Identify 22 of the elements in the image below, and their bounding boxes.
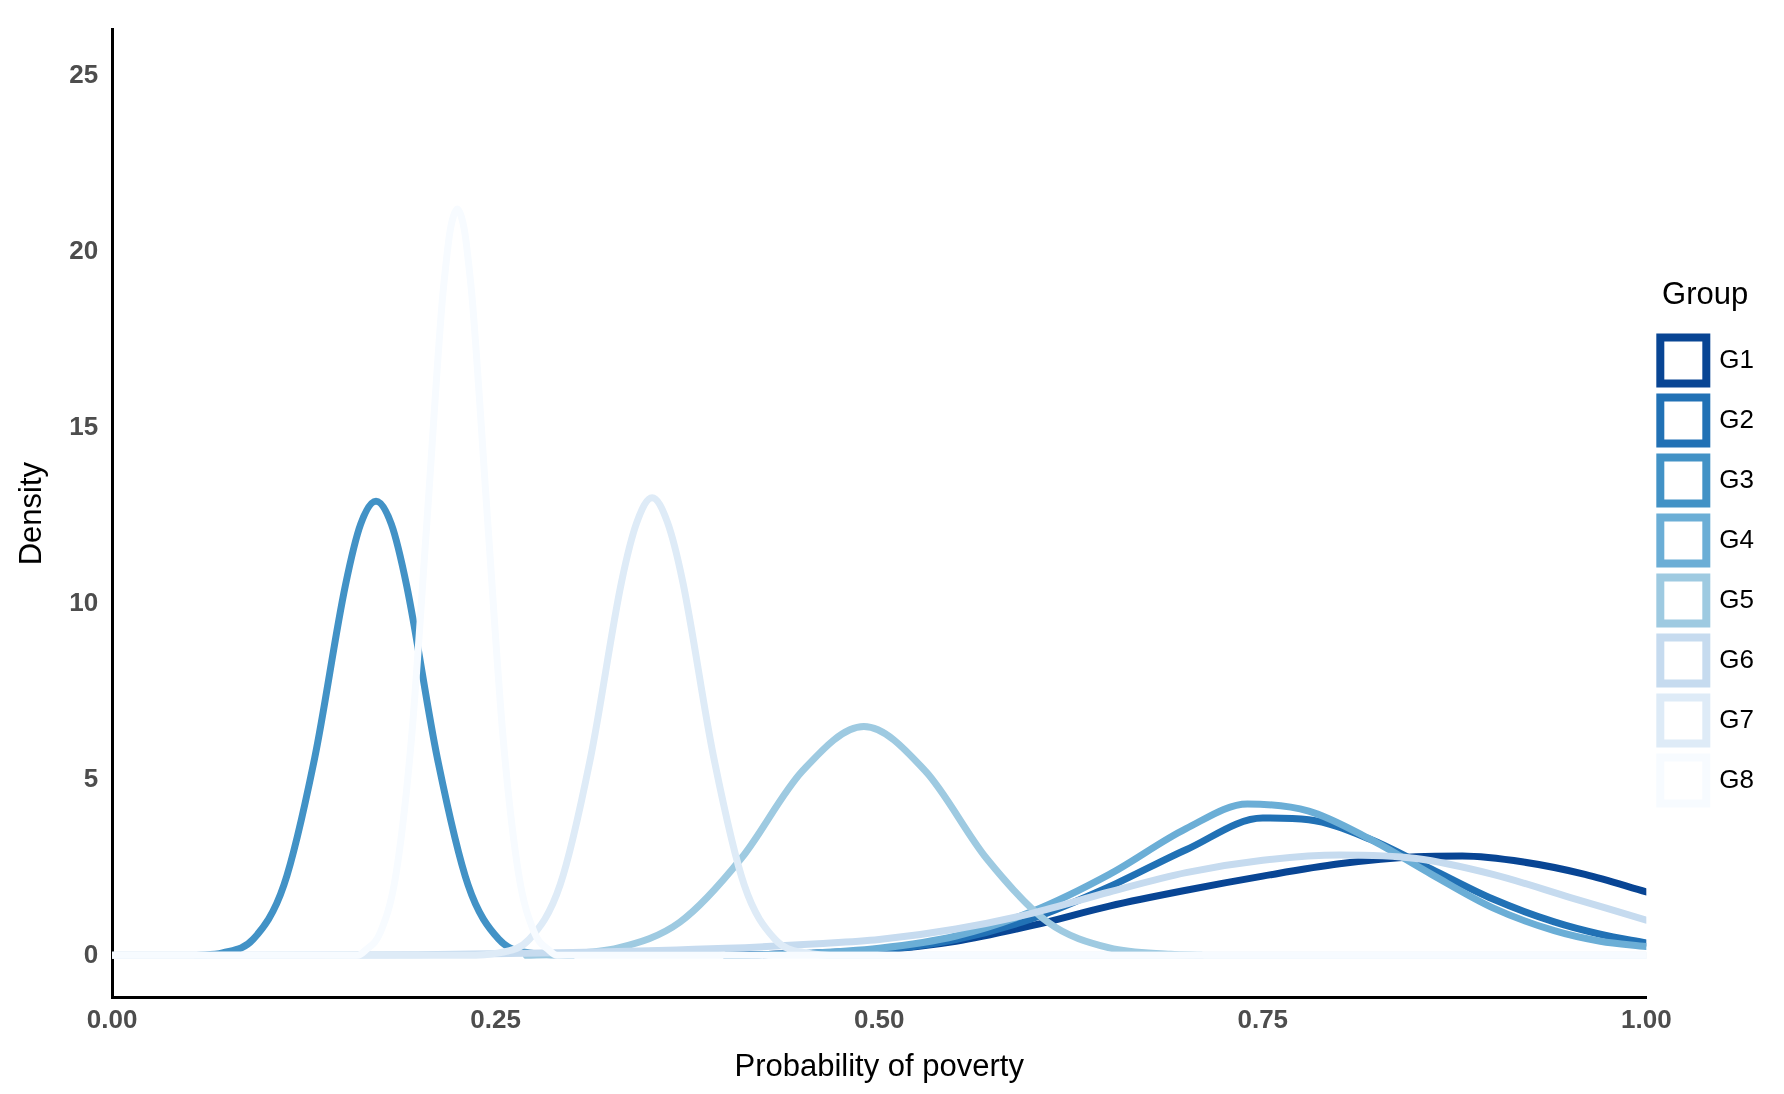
legend-title: Group	[1662, 276, 1749, 312]
x-tick-label: 0.50	[853, 1004, 905, 1035]
y-tick-label: 10	[69, 586, 99, 617]
y-tick-label: 0	[83, 938, 99, 969]
y-tick-label: 20	[69, 234, 99, 265]
x-tick-label: 0.25	[470, 1004, 521, 1035]
y-tick-label: 5	[83, 762, 99, 793]
legend-label: G2	[1719, 403, 1754, 434]
x-axis-title: Probability of poverty	[734, 1047, 1025, 1083]
y-tick-label: 15	[69, 410, 99, 441]
y-tick-label: 25	[69, 58, 99, 89]
legend-label: G4	[1719, 523, 1754, 554]
legend-label: G6	[1719, 643, 1754, 674]
x-tick-label: 1.00	[1621, 1004, 1672, 1035]
x-tick-label: 0.75	[1237, 1004, 1289, 1035]
legend-label: G3	[1719, 463, 1754, 494]
legend-label: G1	[1719, 343, 1754, 374]
y-axis-title: Density	[13, 461, 49, 566]
x-tick-label: 0.00	[86, 1004, 138, 1035]
legend-label: G7	[1719, 703, 1754, 734]
legend-label: G8	[1719, 763, 1754, 794]
legend-label: G5	[1719, 583, 1754, 614]
